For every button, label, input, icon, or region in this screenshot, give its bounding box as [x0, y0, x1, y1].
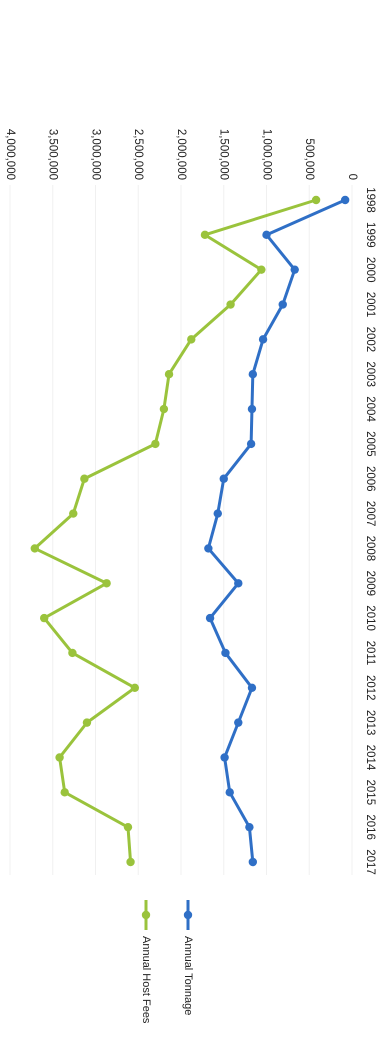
data-point [290, 265, 299, 274]
data-point [234, 718, 243, 727]
data-point [248, 857, 258, 867]
y-tick-label: 4,000,000 [4, 129, 16, 180]
data-point [55, 753, 64, 762]
data-point [60, 788, 69, 797]
y-tick-label: 2,500,000 [132, 129, 144, 180]
legend: Annual Tonnage Annual Host Fees [140, 900, 194, 1024]
data-point [205, 613, 215, 623]
legend-swatch-marker [141, 910, 151, 920]
x-tick-label: 2012 [364, 675, 376, 701]
x-tick-label: 2011 [364, 641, 376, 666]
data-point [247, 683, 257, 692]
data-point [225, 788, 234, 797]
x-tick-label: 2016 [364, 814, 376, 840]
data-point [226, 300, 235, 309]
data-point [258, 335, 268, 344]
legend-label: Annual Host Fees [140, 936, 152, 1024]
data-point [220, 753, 229, 762]
series-line [33, 198, 318, 864]
gridlines [9, 185, 353, 875]
data-point [234, 579, 243, 588]
series-annual-host-fees [30, 195, 321, 867]
x-tick-label: 2017 [364, 849, 376, 875]
data-point [200, 230, 210, 240]
y-axis-ticks: 0 500,000 1,000,000 1,500,000 2,000,000 2,500… [4, 129, 358, 180]
data-point [126, 857, 135, 867]
data-point [130, 683, 140, 692]
x-tick-label: 2007 [364, 501, 376, 527]
data-point [102, 579, 111, 588]
series-layer [30, 195, 350, 867]
legend-item: Annual Host Fees [140, 900, 152, 1024]
y-tick-label: 3,500,000 [47, 129, 59, 180]
x-tick-label: 2001 [364, 292, 376, 318]
data-point [213, 509, 222, 518]
data-point [80, 474, 89, 483]
data-point [187, 335, 196, 344]
data-point [246, 439, 256, 449]
data-point [82, 718, 92, 727]
data-point [248, 370, 258, 379]
x-tick-label: 2005 [364, 431, 376, 457]
data-point [311, 195, 321, 205]
data-point [68, 648, 77, 658]
x-tick-label: 1998 [364, 187, 376, 213]
x-tick-label: 2000 [364, 257, 376, 283]
x-tick-label: 2003 [364, 361, 376, 387]
x-tick-label: 2010 [364, 605, 376, 631]
data-point [204, 544, 213, 553]
x-axis-ticks: 1998 1999 2000 2001 2002 2003 2004 2005 2006 2007… [364, 187, 376, 875]
x-tick-label: 2002 [364, 327, 376, 353]
y-tick-label: 1,000,000 [260, 129, 272, 180]
x-tick-label: 2014 [364, 745, 376, 771]
data-point [123, 822, 133, 832]
data-point [219, 474, 228, 483]
data-point [247, 404, 257, 414]
series-line [206, 198, 347, 864]
x-tick-label: 2008 [364, 536, 376, 562]
y-tick-label: 500,000 [303, 138, 315, 180]
data-point [221, 648, 230, 658]
data-point [159, 404, 169, 414]
y-tick-label: 1,500,000 [218, 129, 230, 180]
x-tick-label: 2013 [364, 710, 376, 736]
y-tick-label: 3,000,000 [89, 129, 101, 180]
legend-label: Annual Tonnage [182, 936, 194, 1015]
data-point [262, 230, 271, 240]
legend-swatch-marker [183, 910, 193, 920]
data-point [340, 195, 350, 205]
series-annual-tonnage [204, 195, 350, 867]
data-point [151, 439, 160, 449]
data-point [164, 370, 174, 379]
x-tick-label: 2004 [364, 396, 376, 422]
x-tick-label: 2015 [364, 780, 376, 806]
data-point [40, 613, 49, 623]
x-tick-label: 2006 [364, 466, 376, 492]
data-point [245, 822, 254, 832]
legend-item: Annual Tonnage [182, 900, 194, 1015]
data-point [278, 300, 287, 309]
x-tick-label: 2009 [364, 570, 376, 596]
x-tick-label: 1999 [364, 222, 376, 248]
y-tick-label: 2,000,000 [175, 129, 187, 180]
data-point [69, 509, 78, 518]
data-point [30, 544, 39, 553]
y-tick-label: 0 [346, 174, 358, 180]
data-point [257, 265, 266, 274]
